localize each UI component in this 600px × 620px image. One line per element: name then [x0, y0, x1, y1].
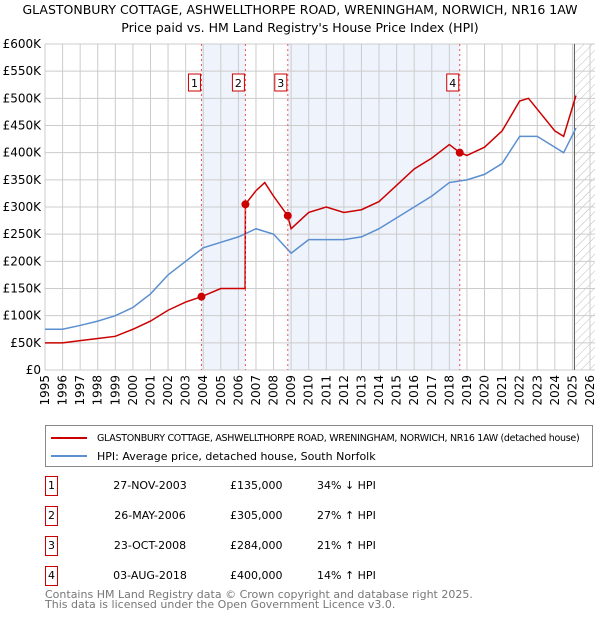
x-tick-label: 1996	[56, 375, 70, 406]
sale-date: 26-MAY-2006	[114, 509, 186, 522]
x-tick-label: 1999	[108, 375, 122, 406]
sale-row: 3 23-OCT-2008 £284,000 21% ↑ HPI	[45, 536, 445, 556]
chart-title: GLASTONBURY COTTAGE, ASHWELLTHORPE ROAD,…	[22, 2, 578, 17]
x-tick-label: 2013	[354, 375, 368, 406]
sale-point-2[interactable]	[241, 200, 250, 209]
sale-marker-box	[446, 73, 460, 92]
sale-marker-box	[231, 73, 245, 92]
y-tick-label: £0	[26, 363, 41, 377]
sale-point-1[interactable]	[197, 292, 206, 301]
footer: Contains HM Land Registry data © Crown c…	[45, 588, 473, 611]
x-tick-label: 2009	[284, 375, 298, 406]
y-tick-label: £300K	[3, 200, 43, 214]
sale-marker-number: 3	[277, 77, 284, 90]
sale-hpi-diff: 14% ↑ HPI	[317, 569, 376, 582]
sale-number: 1	[45, 476, 58, 496]
sale-marker-number: 4	[449, 77, 456, 90]
sale-hpi-diff: 34% ↓ HPI	[317, 479, 376, 492]
x-tick-label: 2014	[372, 375, 386, 406]
y-tick-label: £450K	[3, 119, 43, 133]
x-tick-label: 2021	[495, 375, 509, 406]
y-tick-label: £350K	[3, 173, 43, 187]
sale-number: 4	[45, 566, 58, 586]
legend-hpi: HPI: Average price, detached house, Sout…	[97, 449, 376, 463]
legend: GLASTONBURY COTTAGE, ASHWELLTHORPE ROAD,…	[45, 425, 593, 467]
x-tick-label: 2011	[319, 375, 333, 406]
x-tick-label: 1997	[73, 375, 87, 406]
x-tick-label: 2010	[302, 375, 316, 406]
x-tick-label: 2000	[126, 375, 140, 406]
legend-blue-line	[51, 455, 87, 457]
sale-marker-number: 2	[235, 77, 242, 90]
x-tick-label: 2022	[513, 375, 527, 406]
x-tick-label: 2005	[214, 375, 228, 406]
sale-row: 1 27-NOV-2003 £135,000 34% ↓ HPI	[45, 476, 445, 496]
y-tick-label: £600K	[3, 37, 43, 51]
legend-red-line	[51, 437, 87, 439]
x-tick-label: 2007	[249, 375, 263, 406]
y-tick-label: £200K	[3, 254, 43, 268]
property-price-line	[45, 95, 577, 344]
y-tick-label: £250K	[3, 227, 43, 241]
sale-point-3[interactable]	[283, 211, 292, 220]
sale-marker-box	[274, 73, 288, 92]
y-tick-label: £100K	[3, 309, 43, 323]
x-tick-label: 2008	[267, 375, 281, 406]
x-tick-label: 2012	[337, 375, 351, 406]
sale-hpi-diff: 27% ↑ HPI	[317, 509, 376, 522]
x-tick-label: 2020	[478, 375, 492, 406]
sale-price: £135,000	[230, 479, 283, 492]
y-tick-label: £150K	[3, 282, 43, 296]
sale-number: 2	[45, 506, 58, 526]
y-tick-label: £50K	[10, 336, 42, 350]
sale-marker-number: 1	[191, 77, 198, 90]
sale-point-4[interactable]	[455, 148, 464, 157]
x-tick-label: 2016	[407, 375, 421, 406]
legend-property: GLASTONBURY COTTAGE, ASHWELLTHORPE ROAD,…	[97, 432, 580, 444]
x-tick-label: 2025	[565, 375, 579, 406]
x-tick-label: 2019	[460, 375, 474, 406]
x-tick-label: 2026	[583, 375, 597, 406]
x-tick-label: 1998	[91, 375, 105, 406]
footer-copyright: Contains HM Land Registry data © Crown c…	[45, 588, 473, 601]
footer-licence: This data is licensed under the Open Gov…	[45, 598, 396, 611]
sale-date: 23-OCT-2008	[113, 539, 187, 552]
price-chart: £0 £50K £100K £150K £200K £250K £300K £350K £400…	[3, 37, 597, 406]
y-tick-label: £400K	[3, 146, 43, 160]
x-tick-label: 2018	[442, 375, 456, 406]
x-tick-label: 2001	[143, 375, 157, 406]
sale-price: £400,000	[230, 569, 283, 582]
x-tick-label: 2023	[530, 375, 544, 406]
sale-marker-box	[187, 73, 201, 92]
x-tick-label: 2006	[231, 375, 245, 406]
sale-price: £284,000	[230, 539, 283, 552]
x-tick-label: 2024	[548, 375, 562, 406]
y-tick-label: £550K	[3, 64, 43, 78]
x-tick-label: 2017	[425, 375, 439, 406]
x-tick-label: 2015	[390, 375, 404, 406]
x-tick-label: 2002	[161, 375, 175, 406]
sale-row: 2 26-MAY-2006 £305,000 27% ↑ HPI	[45, 506, 445, 526]
sale-date: 27-NOV-2003	[113, 479, 187, 492]
y-tick-label: £500K	[3, 91, 43, 105]
sale-date: 03-AUG-2018	[113, 569, 187, 582]
x-tick-label: 2003	[179, 375, 193, 406]
chart-subtitle: Price paid vs. HM Land Registry's House …	[121, 20, 479, 35]
x-tick-label: 2004	[196, 375, 210, 406]
sale-number: 3	[45, 536, 58, 556]
hpi-line	[45, 127, 577, 330]
sale-price: £305,000	[230, 509, 283, 522]
sale-row: 4 03-AUG-2018 £400,000 14% ↑ HPI	[45, 566, 445, 586]
x-tick-label: 1995	[38, 375, 52, 406]
sale-hpi-diff: 21% ↑ HPI	[317, 539, 376, 552]
